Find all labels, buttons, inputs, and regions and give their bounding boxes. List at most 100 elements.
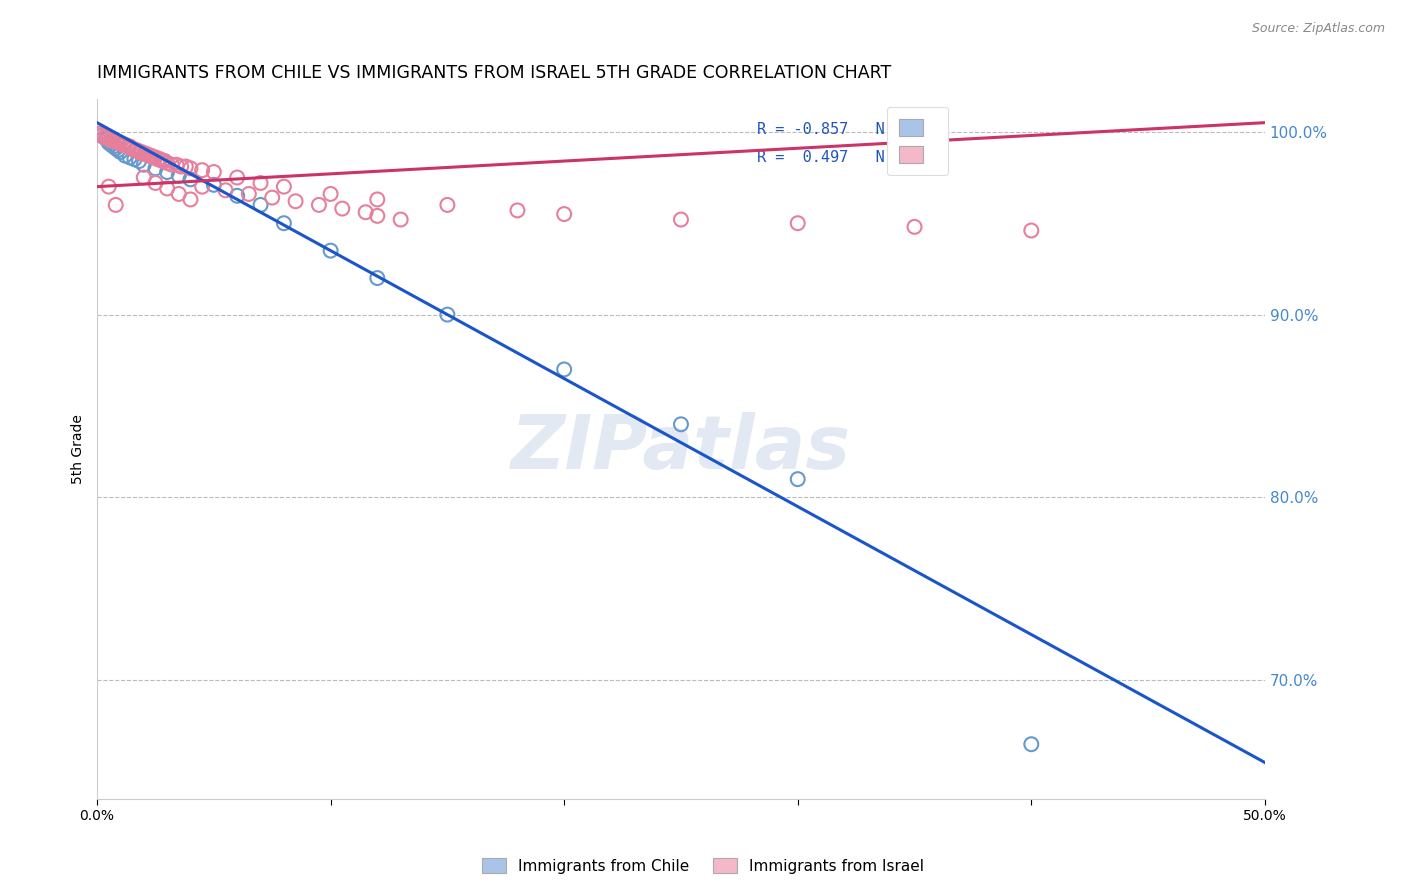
Point [319, 186, 342, 201]
Point [145, 176, 167, 190]
Text: R =  0.497   N = 66: R = 0.497 N = 66 [756, 150, 931, 165]
Text: IMMIGRANTS FROM CHILE VS IMMIGRANTS FROM ISRAEL 5TH GRADE CORRELATION CHART: IMMIGRANTS FROM CHILE VS IMMIGRANTS FROM… [97, 64, 891, 82]
Point [97, 132, 120, 146]
Point [669, 212, 692, 227]
Y-axis label: 5th Grade: 5th Grade [72, 414, 86, 484]
Point [93, 130, 115, 145]
Point [132, 170, 155, 185]
Point [284, 194, 307, 209]
Point [103, 134, 125, 148]
Point [308, 198, 330, 212]
Point [114, 148, 136, 162]
Point [103, 139, 125, 153]
Point [118, 150, 141, 164]
Point [128, 145, 150, 159]
Point [153, 154, 176, 169]
Point [97, 136, 120, 150]
Point [96, 132, 118, 146]
Point [903, 219, 925, 234]
Point [202, 165, 225, 179]
Point [170, 160, 193, 174]
Point [104, 141, 127, 155]
Point [330, 202, 353, 216]
Point [89, 127, 111, 141]
Point [142, 150, 165, 164]
Point [104, 198, 127, 212]
Point [156, 156, 179, 170]
Point [90, 128, 112, 143]
Point [128, 154, 150, 169]
Point [786, 472, 808, 486]
Point [786, 216, 808, 230]
Point [226, 170, 249, 185]
Point [100, 137, 122, 152]
Point [114, 137, 136, 152]
Point [107, 143, 129, 157]
Point [506, 203, 529, 218]
Point [93, 130, 115, 145]
Point [1021, 223, 1043, 237]
Point [156, 165, 179, 179]
Point [117, 139, 139, 153]
Point [1021, 737, 1043, 751]
Point [319, 244, 342, 258]
Point [139, 148, 162, 162]
Point [669, 417, 692, 432]
Point [132, 158, 155, 172]
Point [179, 193, 201, 207]
Point [273, 216, 295, 230]
Point [146, 152, 169, 166]
Point [152, 154, 174, 169]
Point [366, 193, 388, 207]
Text: Source: ZipAtlas.com: Source: ZipAtlas.com [1251, 22, 1385, 36]
Point [167, 169, 190, 183]
Point [160, 158, 183, 172]
Text: R = -0.857   N = 29: R = -0.857 N = 29 [756, 122, 931, 137]
Point [366, 209, 388, 223]
Point [121, 141, 143, 155]
Point [124, 143, 146, 157]
Point [436, 198, 458, 212]
Point [354, 205, 377, 219]
Point [249, 198, 271, 212]
Point [145, 150, 167, 164]
Point [202, 178, 225, 192]
Point [104, 134, 127, 148]
Point [166, 158, 188, 172]
Point [110, 136, 132, 150]
Point [273, 179, 295, 194]
Point [90, 128, 112, 143]
Point [179, 161, 201, 176]
Point [238, 186, 260, 201]
Point [174, 160, 197, 174]
Point [167, 186, 190, 201]
Legend: , : , [887, 106, 948, 176]
Point [366, 271, 388, 285]
Point [132, 146, 155, 161]
Point [553, 207, 575, 221]
Point [226, 188, 249, 202]
Point [436, 308, 458, 322]
Point [100, 132, 122, 146]
Point [135, 146, 157, 161]
Point [138, 148, 160, 162]
Point [553, 362, 575, 376]
Point [97, 179, 120, 194]
Point [191, 179, 214, 194]
Point [179, 172, 201, 186]
Point [107, 136, 129, 150]
Point [149, 152, 172, 166]
Point [191, 163, 214, 178]
Point [249, 176, 271, 190]
Point [96, 130, 118, 145]
Point [124, 152, 146, 166]
Point [145, 161, 167, 176]
Legend: Immigrants from Chile, Immigrants from Israel: Immigrants from Chile, Immigrants from I… [475, 852, 931, 880]
Text: ZIPatlas: ZIPatlas [510, 412, 851, 485]
Point [262, 191, 284, 205]
Point [125, 143, 148, 157]
Point [110, 145, 132, 159]
Point [156, 181, 179, 195]
Point [111, 137, 134, 152]
Point [214, 183, 236, 197]
